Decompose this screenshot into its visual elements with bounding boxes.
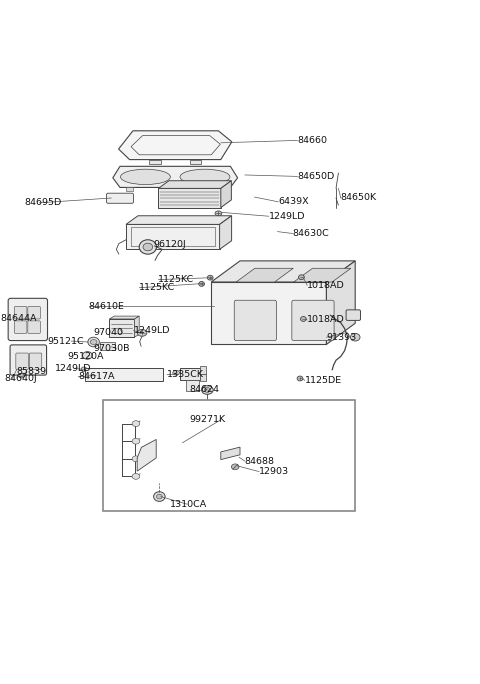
FancyBboxPatch shape <box>292 300 334 341</box>
Text: 96120J: 96120J <box>154 240 186 249</box>
FancyBboxPatch shape <box>10 345 47 375</box>
Text: 1018AD: 1018AD <box>307 281 345 290</box>
Polygon shape <box>221 447 240 460</box>
Ellipse shape <box>180 169 230 185</box>
Polygon shape <box>85 368 163 382</box>
Text: 84695D: 84695D <box>24 198 61 207</box>
Ellipse shape <box>207 275 213 280</box>
FancyBboxPatch shape <box>28 321 40 333</box>
Text: 99271K: 99271K <box>190 415 226 424</box>
Ellipse shape <box>154 492 165 501</box>
FancyBboxPatch shape <box>14 321 27 333</box>
Text: 1125KC: 1125KC <box>139 283 176 292</box>
Polygon shape <box>100 342 115 350</box>
Ellipse shape <box>90 339 97 345</box>
Ellipse shape <box>83 352 92 359</box>
Polygon shape <box>137 439 156 471</box>
Ellipse shape <box>81 367 87 372</box>
Polygon shape <box>109 319 134 337</box>
Polygon shape <box>149 159 161 164</box>
Ellipse shape <box>204 388 210 393</box>
Text: 84624: 84624 <box>190 386 220 395</box>
Text: 84650K: 84650K <box>341 194 377 202</box>
Ellipse shape <box>202 386 213 394</box>
Ellipse shape <box>231 464 239 470</box>
Ellipse shape <box>132 456 140 462</box>
Polygon shape <box>221 181 231 208</box>
Text: 1249LD: 1249LD <box>269 212 305 221</box>
Text: 84640J: 84640J <box>5 374 37 384</box>
Text: 84610E: 84610E <box>89 302 125 311</box>
Polygon shape <box>217 187 225 192</box>
Polygon shape <box>119 131 232 159</box>
Text: 84688: 84688 <box>245 456 275 466</box>
FancyBboxPatch shape <box>346 310 360 320</box>
Text: 84644A: 84644A <box>0 315 36 324</box>
Text: 1125KC: 1125KC <box>158 275 195 284</box>
Text: 1018AD: 1018AD <box>307 315 345 324</box>
Text: 1335CK: 1335CK <box>167 370 204 379</box>
Text: 1249LD: 1249LD <box>55 364 92 373</box>
Polygon shape <box>200 374 206 382</box>
FancyBboxPatch shape <box>8 298 48 341</box>
Ellipse shape <box>88 337 99 347</box>
Text: 1310CA: 1310CA <box>170 500 208 509</box>
Polygon shape <box>109 316 139 319</box>
Text: 84660: 84660 <box>298 136 327 145</box>
Text: 95121C: 95121C <box>47 337 84 345</box>
Text: 95120A: 95120A <box>67 352 104 361</box>
Ellipse shape <box>143 243 153 251</box>
Polygon shape <box>134 316 139 337</box>
Polygon shape <box>186 380 199 391</box>
Ellipse shape <box>199 282 204 287</box>
Polygon shape <box>220 215 232 250</box>
Ellipse shape <box>215 211 222 215</box>
Ellipse shape <box>350 333 360 341</box>
Text: 84650D: 84650D <box>298 172 335 181</box>
Text: 6439X: 6439X <box>278 198 309 207</box>
Polygon shape <box>294 268 351 282</box>
Ellipse shape <box>132 421 140 427</box>
Ellipse shape <box>19 373 24 378</box>
Ellipse shape <box>300 317 306 321</box>
FancyBboxPatch shape <box>14 306 27 319</box>
Polygon shape <box>190 159 201 164</box>
Polygon shape <box>326 261 355 345</box>
Polygon shape <box>126 224 220 250</box>
Ellipse shape <box>139 240 156 254</box>
Ellipse shape <box>173 370 180 375</box>
Ellipse shape <box>137 330 147 337</box>
Polygon shape <box>236 268 293 282</box>
Text: 12903: 12903 <box>259 467 289 476</box>
Polygon shape <box>211 282 326 345</box>
Text: 84630C: 84630C <box>293 229 330 238</box>
Polygon shape <box>211 261 355 282</box>
Text: 1125DE: 1125DE <box>305 376 342 385</box>
Polygon shape <box>158 181 231 188</box>
Ellipse shape <box>120 169 170 185</box>
Text: 97040: 97040 <box>94 328 124 337</box>
Text: 97030B: 97030B <box>94 344 130 353</box>
Ellipse shape <box>299 275 304 280</box>
Polygon shape <box>180 368 200 380</box>
FancyBboxPatch shape <box>28 306 40 319</box>
Text: 1249LD: 1249LD <box>133 326 170 335</box>
FancyBboxPatch shape <box>107 193 133 203</box>
Ellipse shape <box>156 494 162 499</box>
Polygon shape <box>113 166 238 187</box>
FancyBboxPatch shape <box>234 300 276 341</box>
Bar <box>103 399 355 511</box>
FancyBboxPatch shape <box>16 353 28 369</box>
Ellipse shape <box>132 438 140 444</box>
Ellipse shape <box>297 376 303 381</box>
Polygon shape <box>158 188 221 208</box>
Polygon shape <box>126 187 133 192</box>
FancyBboxPatch shape <box>29 353 42 369</box>
Text: 85839: 85839 <box>17 367 47 376</box>
Polygon shape <box>126 215 232 224</box>
Ellipse shape <box>132 473 140 479</box>
Polygon shape <box>200 366 206 373</box>
Text: 84617A: 84617A <box>78 372 115 381</box>
Text: 91393: 91393 <box>326 332 357 342</box>
